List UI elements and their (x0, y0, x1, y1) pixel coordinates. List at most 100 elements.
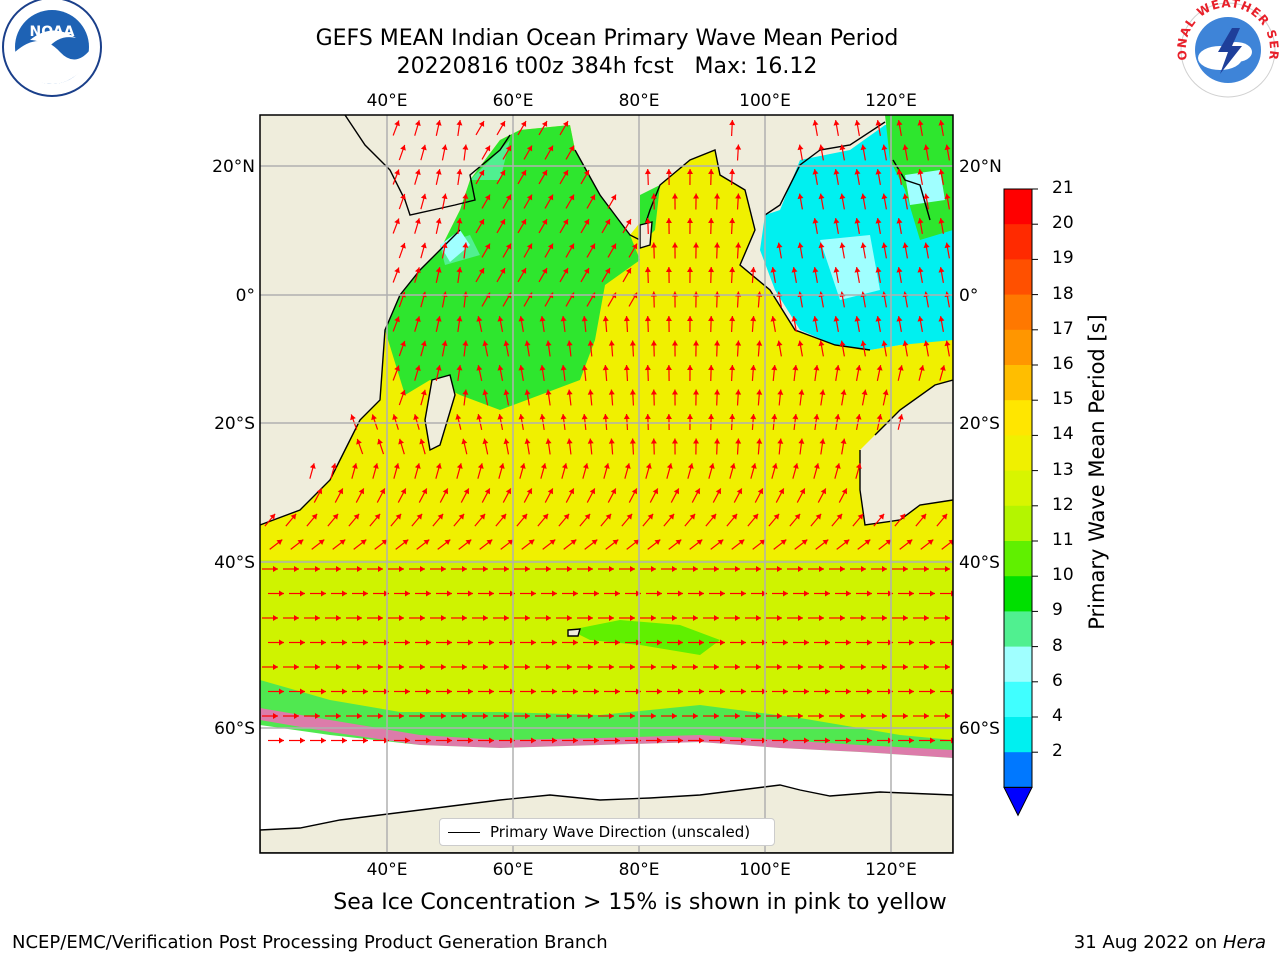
wave-arrow-head (917, 316, 924, 322)
wave-arrow-head (771, 463, 778, 469)
wave-arrow-head (573, 737, 578, 744)
credit-date: 31 Aug 2022 on Hera (1074, 932, 1266, 953)
wave-arrow-head (483, 615, 488, 621)
wave-arrow-head (770, 316, 777, 322)
wave-arrow-head (876, 365, 883, 371)
colorbar-tick-label: 15 (1052, 389, 1074, 410)
wave-arrow-head (729, 316, 736, 322)
wave-arrow-head (587, 340, 594, 346)
wave-arrow-head (414, 463, 421, 469)
wave-arrow-head (294, 713, 299, 719)
wave-arrow-head (854, 120, 861, 126)
sea-ice-note-text: Sea Ice Concentration > 15% is shown in … (333, 890, 947, 915)
wave-arrow-head (521, 513, 528, 520)
colorbar-tick-label: 10 (1052, 565, 1074, 586)
wave-arrow-head (623, 365, 630, 371)
sea-light-cyan (820, 170, 945, 300)
gulf-cyan (440, 230, 470, 262)
wave-arrow-head (804, 688, 809, 695)
wave-arrow-head (708, 169, 715, 175)
wave-arrow-head (854, 218, 861, 224)
wave-arrow-head (294, 615, 299, 621)
wave-arrow-head (604, 268, 611, 274)
wave-arrow-head (771, 365, 778, 371)
colorbar (1003, 188, 1038, 817)
wave-arrow-head (566, 389, 573, 395)
wave-arrow-head (924, 664, 929, 670)
wave-arrow-head (539, 365, 546, 371)
wave-arrow-head (903, 615, 908, 621)
wave-arrow-head (423, 539, 430, 546)
wave-arrow-head (687, 365, 694, 371)
wave-arrow-head (741, 639, 746, 646)
credit-host: Hera (1222, 932, 1266, 953)
wave-arrow-head (854, 316, 861, 322)
wave-arrow-head (435, 169, 442, 175)
wave-arrow-head (463, 488, 470, 495)
colorbar-segment (1004, 576, 1032, 612)
wave-arrow-head (482, 340, 489, 347)
wave-arrow-head (777, 438, 784, 444)
wave-arrow-head (400, 389, 406, 396)
wave-arrow-head (756, 438, 763, 444)
wave-arrow-head (812, 316, 819, 322)
noaa-logo: NOAA (2, 0, 102, 97)
lat-label: 60°S (214, 719, 255, 739)
wave-arrow-head (930, 639, 935, 646)
wave-arrow-head (568, 194, 575, 201)
wave-arrow-head (778, 488, 785, 495)
wave-arrow-head (363, 688, 368, 695)
wave-arrow-head (609, 713, 614, 719)
wave-arrow-head (776, 340, 783, 347)
wave-arrow-head (566, 438, 573, 444)
wave-arrow-head (378, 713, 383, 719)
wave-arrow-head (336, 615, 341, 621)
wave-arrow-head (420, 389, 427, 396)
wave-arrow-head (435, 463, 442, 469)
colorbar-tick-label: 11 (1052, 530, 1074, 550)
wave-arrow-head (917, 267, 924, 273)
wave-arrow-head (360, 539, 367, 546)
sea-ice-note: Sea Ice Concentration > 15% is shown in … (0, 890, 1280, 915)
wave-arrow-head (605, 513, 612, 520)
colorbar-segment (1004, 400, 1032, 436)
wave-arrow-head (447, 639, 452, 646)
wave-arrow-head (437, 513, 444, 520)
wave-arrow-head (714, 713, 719, 719)
wave-arrow-head (839, 242, 846, 249)
wave-arrow-head (945, 615, 950, 621)
wave-arrow-head (729, 267, 736, 273)
wave-arrow-head (678, 688, 683, 695)
wave-arrow-head (731, 513, 738, 520)
wave-arrow-head (588, 615, 593, 621)
wave-arrow-head (504, 566, 509, 572)
wave-arrow-head (398, 438, 404, 445)
wave-arrow-head (631, 243, 638, 250)
wave-arrow-head (300, 639, 305, 646)
wave-arrow-head (520, 170, 527, 176)
wave-arrow-head (693, 340, 700, 346)
lon-label: 100°E (739, 860, 791, 880)
wave-arrow-head (783, 737, 788, 744)
colorbar-segment (1004, 646, 1032, 683)
wave-arrow-head (875, 316, 882, 322)
wave-arrow-head (381, 539, 388, 546)
wave-arrow-head (400, 340, 406, 347)
wave-arrow-head (665, 218, 672, 224)
wave-arrow-head (526, 243, 533, 250)
wave-arrow-head (756, 566, 761, 572)
wave-arrow-head (752, 513, 759, 520)
wave-arrow-head (867, 737, 872, 744)
lon-label: 80°E (619, 860, 660, 880)
wave-arrow-head (896, 120, 903, 126)
wave-arrow-head (520, 219, 527, 225)
wave-arrow-head (624, 463, 631, 469)
wave-arrow-head (583, 219, 590, 225)
wave-arrow-head (337, 488, 344, 495)
wave-arrow-head (735, 340, 742, 346)
wave-arrow-head (526, 488, 533, 495)
wave-arrow-head (594, 688, 599, 695)
wave-arrow-head (867, 688, 872, 695)
wave-arrow-head (885, 539, 892, 546)
wave-arrow-head (672, 615, 677, 621)
